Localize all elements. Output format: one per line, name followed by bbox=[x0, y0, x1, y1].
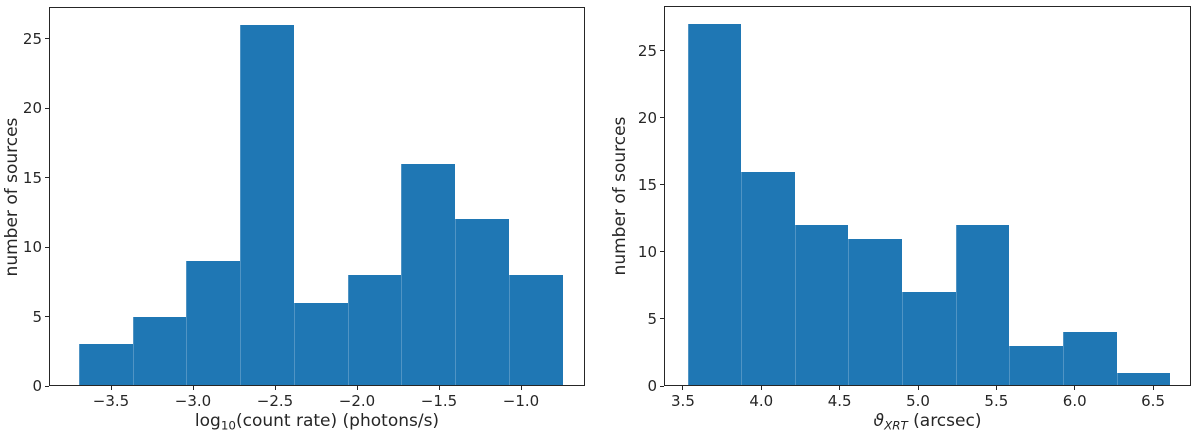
histogram-bar bbox=[79, 344, 133, 386]
y-tick-mark bbox=[45, 177, 49, 179]
y-tick-label: 15 bbox=[22, 168, 42, 187]
x-tick-label: −1.5 bbox=[420, 392, 458, 410]
histogram-bar bbox=[132, 316, 187, 386]
y-tick-mark bbox=[660, 184, 664, 186]
histogram-bar bbox=[294, 302, 348, 386]
x-tick-label: 4.5 bbox=[827, 392, 852, 410]
histogram-bar bbox=[186, 261, 241, 386]
histogram-bar bbox=[455, 219, 509, 386]
y-tick-mark bbox=[45, 38, 49, 40]
histogram-bar bbox=[240, 25, 295, 386]
y-tick-label: 20 bbox=[637, 108, 657, 127]
axis-label-text: ϑ bbox=[873, 411, 885, 431]
histogram-bar bbox=[902, 292, 956, 386]
histogram-bar bbox=[1116, 372, 1171, 386]
y-tick-mark bbox=[45, 316, 49, 318]
axis-label-text: (arcsec) bbox=[907, 411, 982, 431]
y-tick-mark bbox=[45, 385, 49, 387]
axis-label-text: (count rate) (photons/s) bbox=[235, 411, 440, 431]
x-tick-label: 5.5 bbox=[984, 392, 1009, 410]
histogram-bar bbox=[741, 171, 795, 386]
x-tick-mark bbox=[839, 386, 841, 390]
axis-label-subscript: 10 bbox=[220, 418, 236, 433]
histogram-bar bbox=[794, 225, 849, 386]
x-tick-mark bbox=[917, 386, 919, 390]
histogram-bar bbox=[347, 274, 402, 386]
axis-label-text: log bbox=[194, 411, 221, 431]
y-tick-label: 0 bbox=[647, 377, 657, 395]
x-tick-mark bbox=[682, 386, 684, 390]
y-tick-label: 0 bbox=[32, 377, 42, 395]
y-axis-label: number of sources bbox=[610, 116, 630, 276]
y-tick-label: 5 bbox=[32, 307, 42, 326]
y-tick-mark bbox=[45, 246, 49, 248]
y-tick-label: 15 bbox=[637, 175, 657, 194]
x-tick-label: −3.0 bbox=[174, 392, 212, 410]
x-tick-mark bbox=[274, 386, 276, 390]
histogram-bar bbox=[508, 274, 563, 386]
x-tick-label: 4.0 bbox=[749, 392, 774, 410]
x-tick-mark bbox=[760, 386, 762, 390]
x-tick-label: −2.5 bbox=[256, 392, 294, 410]
x-tick-mark bbox=[1152, 386, 1154, 390]
y-tick-label: 10 bbox=[637, 242, 657, 261]
y-tick-label: 25 bbox=[637, 41, 657, 60]
x-tick-mark bbox=[520, 386, 522, 390]
histogram-bar bbox=[848, 238, 903, 386]
x-tick-mark bbox=[110, 386, 112, 390]
histogram-bar bbox=[955, 225, 1010, 386]
y-axis-label: number of sources bbox=[2, 117, 22, 276]
y-tick-label: 20 bbox=[22, 99, 42, 118]
y-tick-mark bbox=[45, 107, 49, 109]
histogram-bar bbox=[687, 24, 742, 386]
y-tick-label: 25 bbox=[22, 29, 42, 48]
x-tick-mark bbox=[438, 386, 440, 390]
y-tick-mark bbox=[660, 50, 664, 52]
y-tick-label: 5 bbox=[647, 309, 657, 328]
x-tick-mark bbox=[192, 386, 194, 390]
x-axis-label: ϑXRT (arcsec) bbox=[728, 411, 1128, 435]
x-tick-label: 3.5 bbox=[671, 392, 695, 410]
histogram-bar bbox=[1009, 345, 1063, 386]
x-tick-label: 6.5 bbox=[1141, 392, 1165, 410]
y-tick-label: 10 bbox=[22, 238, 42, 257]
axis-label-subscript: XRT bbox=[884, 418, 908, 433]
y-tick-mark bbox=[660, 318, 664, 320]
x-tick-mark bbox=[995, 386, 997, 390]
x-tick-mark bbox=[356, 386, 358, 390]
x-tick-label: −1.0 bbox=[502, 392, 540, 410]
x-tick-label: −3.5 bbox=[92, 392, 130, 410]
histogram-bar bbox=[1062, 332, 1117, 386]
y-tick-mark bbox=[660, 117, 664, 119]
histogram-bar bbox=[401, 163, 456, 386]
y-tick-mark bbox=[660, 251, 664, 253]
x-axis-label: log10(count rate) (photons/s) bbox=[117, 411, 517, 435]
y-tick-mark bbox=[660, 385, 664, 387]
x-tick-label: 5.0 bbox=[906, 392, 930, 410]
x-tick-mark bbox=[1074, 386, 1076, 390]
x-tick-label: −2.0 bbox=[338, 392, 376, 410]
x-tick-label: 6.0 bbox=[1062, 392, 1087, 410]
